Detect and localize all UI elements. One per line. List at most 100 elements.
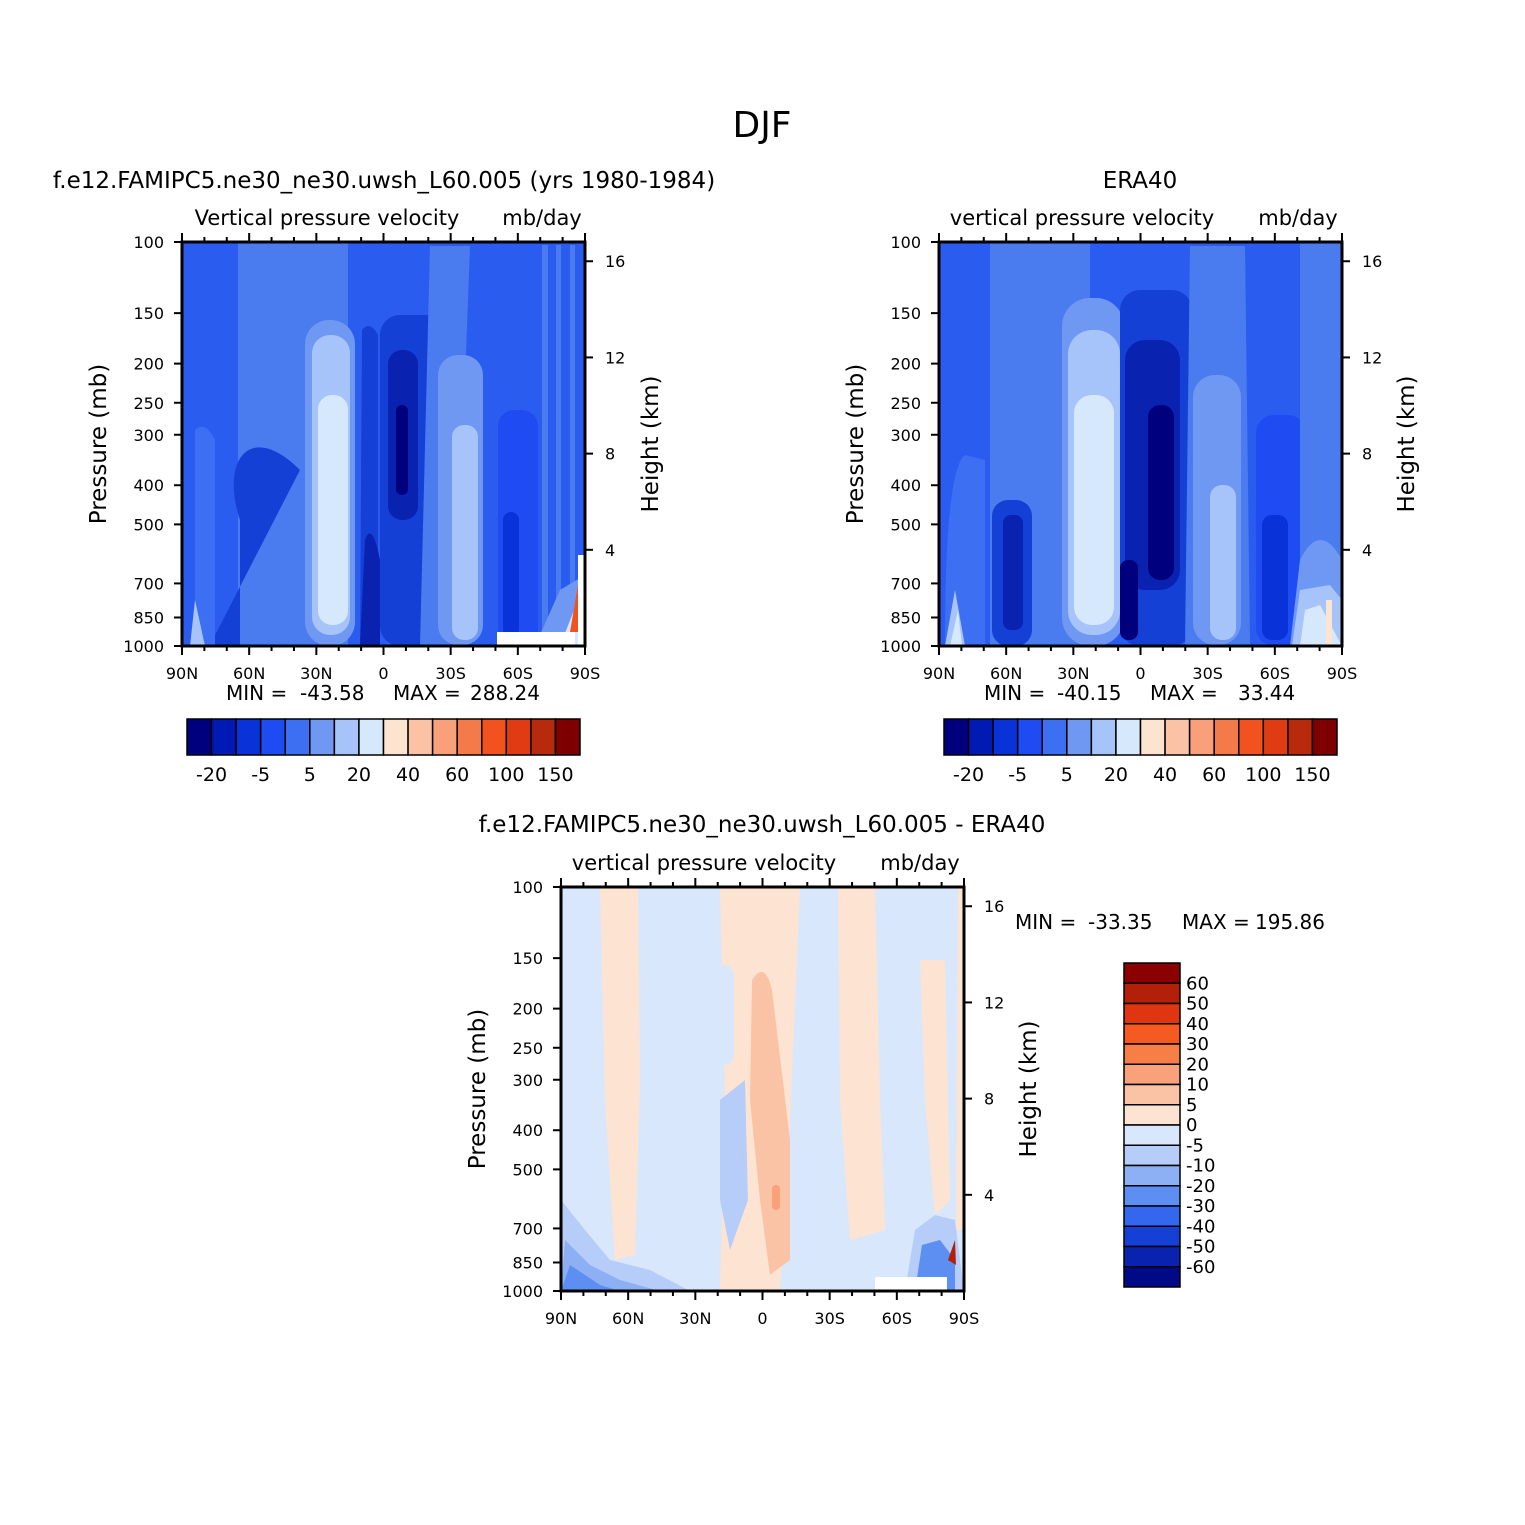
y-tick-label: 1000 — [123, 637, 164, 656]
min-value: -33.35 — [1088, 910, 1152, 934]
colorbar-swatch — [1139, 718, 1166, 756]
height-tick-label: 8 — [605, 445, 615, 464]
colorbar-label: 30 — [1186, 1034, 1209, 1055]
colorbar-swatch — [505, 718, 532, 756]
colorbar-swatch — [382, 718, 409, 756]
height-tick-label: 12 — [605, 348, 625, 367]
colorbar-label: -20 — [1186, 1176, 1215, 1197]
x-tick-label: 60S — [882, 1309, 913, 1328]
colorbar-swatch — [1287, 718, 1314, 756]
x-tick-label: 30S — [814, 1309, 845, 1328]
colorbar-swatch — [259, 718, 286, 756]
y-tick-label: 500 — [512, 1160, 543, 1179]
x-axis: 90N 60N 30N 0 30S 60S 90S — [923, 233, 1357, 683]
colorbar-swatch — [1123, 1104, 1181, 1126]
colorbar-swatch — [1123, 1245, 1181, 1268]
colorbar-swatch — [1213, 718, 1240, 756]
colorbar-label: 5 — [1061, 764, 1073, 786]
variable-label: vertical pressure velocity — [950, 206, 1214, 230]
height-tick-label: 16 — [605, 252, 625, 271]
height-tick-label: 16 — [1362, 252, 1382, 271]
figure-title: DJF — [732, 105, 791, 146]
colorbar: -20 -5 5 20 40 60 100 150 — [943, 718, 1338, 786]
y-tick-label: 150 — [512, 949, 543, 968]
y-tick-label: 850 — [133, 608, 164, 627]
colorbar-swatch — [943, 718, 970, 756]
colorbar-swatch — [1123, 1205, 1181, 1227]
height-tick-label: 4 — [605, 541, 615, 560]
colorbar-label: 40 — [1153, 764, 1177, 786]
y-axis-title-right: Height (km) — [1016, 1020, 1042, 1157]
y-tick-label: 700 — [890, 574, 921, 593]
y-tick-label: 100 — [133, 233, 164, 252]
colorbar-label: -30 — [1186, 1196, 1215, 1217]
colorbar-swatch — [967, 718, 994, 756]
y-axis-title: Pressure (mb) — [86, 364, 112, 524]
units-label: mb/day — [502, 206, 582, 230]
colorbar-label: -5 — [1186, 1135, 1204, 1156]
contour-field — [182, 242, 585, 646]
y-axis-left: 100 150 200 250 300 400 500 700 850 1000 — [502, 878, 561, 1301]
colorbar-label: 100 — [488, 764, 524, 786]
colorbar-swatch — [481, 718, 508, 756]
x-tick-label: 60S — [1260, 664, 1291, 683]
x-tick-label: 30N — [1057, 664, 1089, 683]
colorbar-label: 50 — [1186, 994, 1209, 1015]
colorbar-swatch — [1123, 1164, 1181, 1187]
max-label: MAX = — [1150, 681, 1218, 705]
y-tick-label: 400 — [133, 476, 164, 495]
panel-difference: f.e12.FAMIPC5.ne30_ne30.uwsh_L60.005 - E… — [465, 812, 1325, 1328]
min-label: MIN = — [226, 681, 287, 705]
x-tick-label: 30N — [300, 664, 332, 683]
x-tick-label: 60N — [233, 664, 265, 683]
colorbar-label: 40 — [396, 764, 420, 786]
colorbar-swatch — [186, 718, 213, 756]
colorbar-label: -10 — [1186, 1156, 1215, 1177]
colorbar-label: 150 — [537, 764, 573, 786]
colorbar-swatch — [309, 718, 336, 756]
y-tick-label: 100 — [890, 233, 921, 252]
colorbar: -20 -5 5 20 40 60 100 150 — [186, 718, 581, 786]
y-tick-label: 1000 — [502, 1282, 543, 1301]
y-tick-label: 700 — [133, 574, 164, 593]
y-axis-left: 100 150 200 250 300 400 500 700 850 1000 — [123, 233, 182, 656]
colorbar-label: -20 — [196, 764, 227, 786]
colorbar-label: 60 — [445, 764, 469, 786]
max-label: MAX = — [1182, 910, 1250, 934]
colorbar-label: -20 — [953, 764, 984, 786]
height-tick-label: 4 — [984, 1186, 994, 1205]
colorbar-label: 0 — [1186, 1115, 1197, 1136]
max-label: MAX = — [393, 681, 461, 705]
y-tick-label: 300 — [890, 426, 921, 445]
colorbar-label: -5 — [251, 764, 270, 786]
units-label: mb/day — [880, 851, 960, 875]
height-tick-label: 8 — [984, 1090, 994, 1109]
y-tick-label: 200 — [512, 1000, 543, 1019]
colorbar-swatch — [1164, 718, 1191, 756]
contour-field — [939, 242, 1342, 646]
colorbar-label: 5 — [304, 764, 316, 786]
colorbar-swatch — [1262, 718, 1289, 756]
colorbar-swatch — [992, 718, 1019, 756]
y-tick-label: 250 — [512, 1039, 543, 1058]
y-tick-label: 200 — [890, 355, 921, 374]
x-tick-label: 60N — [990, 664, 1022, 683]
colorbar-swatch — [210, 718, 237, 756]
colorbar-swatch — [1016, 718, 1043, 756]
colorbar-swatch — [235, 718, 262, 756]
colorbar-label: 20 — [1104, 764, 1128, 786]
colorbar-swatch — [1123, 1002, 1181, 1025]
y-tick-label: 1000 — [880, 637, 921, 656]
y-tick-label: 500 — [133, 515, 164, 534]
x-tick-label: 0 — [1135, 664, 1145, 683]
y-axis-title-right: Height (km) — [1394, 375, 1420, 512]
min-value: -40.15 — [1057, 681, 1121, 705]
y-axis-title-right: Height (km) — [638, 375, 664, 512]
colorbar-swatch — [358, 718, 385, 756]
x-tick-label: 0 — [378, 664, 388, 683]
colorbar-swatch — [554, 718, 581, 756]
colorbar-label: -60 — [1186, 1257, 1215, 1278]
colorbar-swatch — [1123, 1043, 1181, 1065]
max-value: 195.86 — [1255, 910, 1325, 934]
